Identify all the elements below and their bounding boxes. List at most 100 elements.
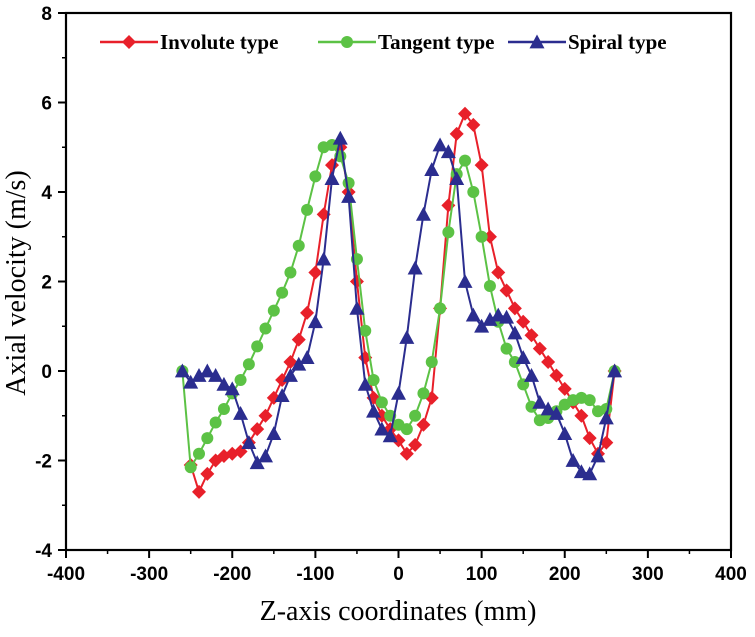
spiral-type-point [266,426,282,441]
tangent-type-point [475,230,488,243]
tangent-type-point [400,423,413,436]
legend-marker [122,35,136,49]
tangent-type-point [242,358,255,371]
y-tick-label: 0 [41,362,52,383]
tangent-type-point [425,356,438,369]
tangent-type-series [176,139,621,474]
spiral-type-point [532,394,548,409]
x-axis-title: Z-axis coordinates (mm) [260,596,537,627]
tangent-type-point [442,226,455,239]
spiral-type-point [291,356,307,371]
spiral-type-point [507,325,523,340]
involute-type-point [599,435,614,450]
spiral-type-point [208,367,224,382]
spiral-type-point [432,137,448,152]
involute-type-point [200,466,215,481]
tangent-type-point [276,286,289,299]
tangent-type-point [467,186,480,198]
involute-type-point [250,422,265,437]
y-tick-label: 4 [41,183,52,204]
spiral-type-point [457,274,473,288]
legend-marker [341,36,353,48]
involute-type-point [507,301,522,316]
tangent-type-point [367,373,380,386]
tangent-type-point [301,203,314,216]
x-tick-label: -400 [47,564,85,585]
spiral-type-point [557,426,573,441]
tangent-type-point [309,170,322,183]
involute-type-point [408,437,423,452]
spiral-type-point [540,401,556,416]
tangent-type-point [583,394,596,407]
tangent-type-point [500,342,513,355]
involute-type-point [466,117,481,132]
tangent-type-point [375,396,388,409]
spiral-type-point [341,188,357,203]
legend-item-spiral-type: Spiral type [508,30,667,54]
involute-type-point [582,431,597,446]
x-tick-label: -300 [130,564,168,585]
involute-type-line [189,111,616,495]
spiral-type-point [183,374,199,389]
tangent-type-point [508,356,521,369]
involute-type-point [300,305,315,320]
tangent-type-point [292,239,305,252]
involute-type-point [308,265,323,280]
tangent-type-point [525,400,538,413]
spiral-type-point [382,428,398,443]
spiral-type-point [282,367,298,382]
tangent-type-point [251,340,264,353]
legend: Involute type Tangent type Spiral type [100,30,667,54]
tangent-type-point [483,279,496,292]
involute-type-point [524,328,539,343]
involute-type-point [458,106,472,121]
plot-frame [64,11,733,552]
spiral-type-series [174,130,623,481]
spiral-type-point [474,318,490,333]
tangent-type-point [409,409,422,422]
involute-type-point [192,484,206,499]
spiral-type-point [249,455,265,470]
involute-type-point [449,126,464,141]
spiral-type-point [374,421,390,436]
spiral-type-point [449,171,465,185]
y-tick-labels: -4 -2 0 2 4 6 8 [35,4,52,562]
x-tick-labels: -400 -300 -200 -100 0 100 200 300 400 [47,564,747,585]
spiral-type-point [316,251,332,266]
involute-type-point [399,446,414,461]
involute-type-point [391,433,406,448]
x-tick-label: 300 [632,564,664,585]
spiral-type-point [424,162,440,176]
involute-type-point [283,355,298,370]
x-tick-label: 400 [715,564,747,585]
spiral-type-point [582,466,598,481]
involute-type-point [557,381,572,396]
y-tick-label: -4 [35,541,52,562]
x-tick-label: 0 [393,564,404,585]
spiral-type-point [465,307,481,322]
legend-label: Involute type [160,30,278,54]
tangent-type-point [217,403,230,416]
tangent-type-point [284,266,297,279]
spiral-type-point [216,376,232,391]
spiral-type-point [490,307,506,322]
tangent-type-point [267,304,280,317]
axis-ticks [58,12,732,558]
involute-type-point [258,408,273,423]
spiral-type-point [366,403,382,418]
spiral-type-point [598,410,614,425]
y-tick-label: 8 [41,4,52,25]
tangent-type-point [359,324,372,337]
spiral-type-point [258,448,273,463]
x-tick-label: 100 [466,564,498,585]
tangent-type-point [259,322,272,335]
spiral-type-point [407,260,423,275]
spiral-type-point [199,363,215,378]
spiral-type-point [499,309,515,324]
involute-type-point [541,355,556,370]
spiral-type-point [607,363,623,378]
involute-type-point [549,368,564,383]
x-tick-label: -200 [213,564,251,585]
spiral-type-point [440,144,456,159]
